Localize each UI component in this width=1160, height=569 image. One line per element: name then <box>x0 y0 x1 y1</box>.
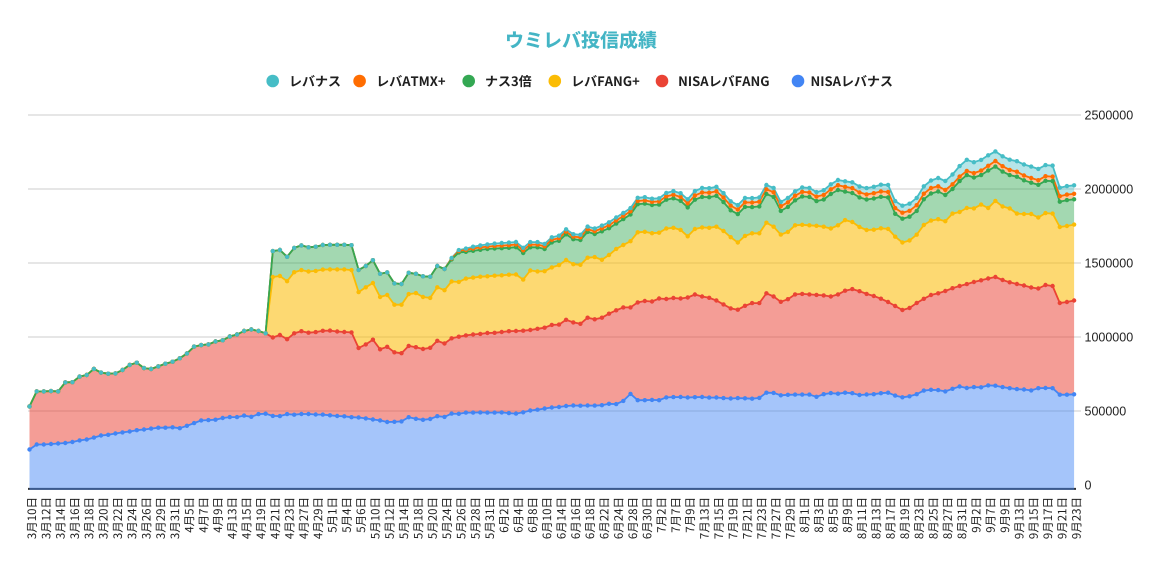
svg-text:2000000: 2000000 <box>1085 182 1134 196</box>
svg-text:500000: 500000 <box>1085 404 1127 418</box>
svg-text:1000000: 1000000 <box>1085 330 1134 344</box>
svg-text:1500000: 1500000 <box>1085 256 1134 270</box>
svg-text:2500000: 2500000 <box>1085 108 1134 122</box>
svg-text:0: 0 <box>1085 478 1092 492</box>
